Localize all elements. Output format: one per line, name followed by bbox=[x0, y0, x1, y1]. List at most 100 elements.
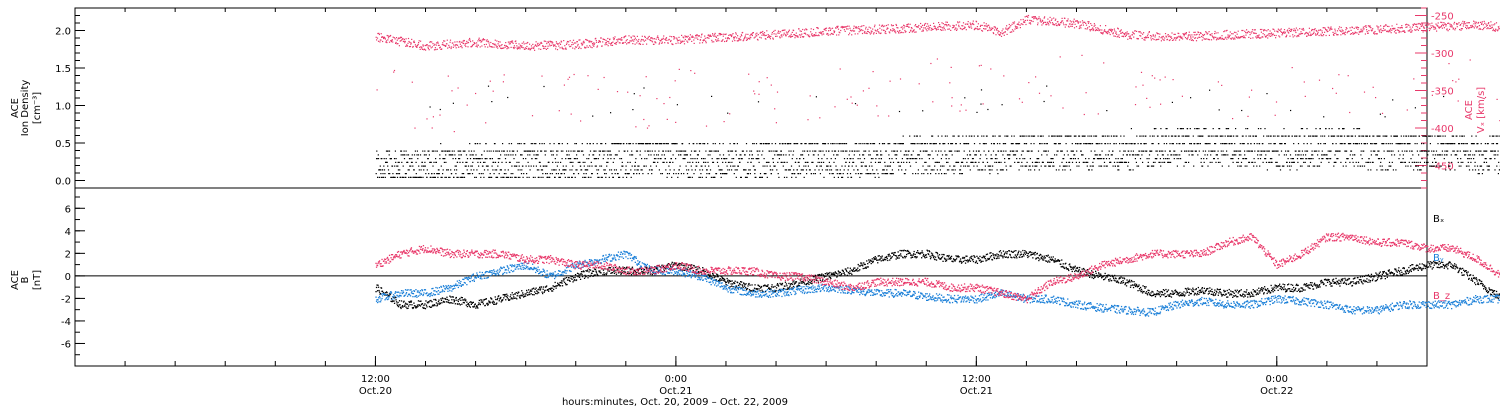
data-point bbox=[1135, 154, 1137, 156]
data-point bbox=[870, 32, 873, 34]
data-point bbox=[453, 176, 455, 178]
data-point bbox=[614, 154, 616, 156]
data-point bbox=[621, 161, 623, 163]
data-point bbox=[1304, 161, 1306, 163]
data-point bbox=[643, 40, 645, 42]
data-point bbox=[705, 161, 707, 163]
data-point bbox=[392, 41, 394, 43]
data-point bbox=[1290, 109, 1292, 112]
data-point bbox=[615, 43, 617, 45]
data-point bbox=[421, 161, 423, 163]
data-point bbox=[585, 47, 587, 49]
data-point bbox=[452, 102, 454, 104]
data-point bbox=[848, 161, 851, 163]
data-point bbox=[1263, 135, 1265, 137]
data-point bbox=[1124, 150, 1126, 152]
data-point bbox=[1107, 154, 1109, 156]
data-point bbox=[866, 173, 869, 175]
data-point bbox=[655, 158, 657, 160]
data-point bbox=[842, 176, 844, 178]
data-point bbox=[870, 27, 872, 29]
data-point bbox=[721, 158, 723, 160]
data-point bbox=[846, 150, 848, 152]
data-point bbox=[1346, 135, 1348, 137]
data-point bbox=[1242, 135, 1244, 137]
data-point bbox=[712, 143, 714, 145]
data-point bbox=[780, 150, 782, 152]
data-point bbox=[626, 176, 628, 178]
data-point bbox=[791, 158, 793, 160]
data-point bbox=[884, 30, 887, 32]
data-point bbox=[439, 108, 441, 111]
data-point bbox=[1301, 150, 1303, 152]
data-point bbox=[377, 154, 379, 156]
data-point bbox=[420, 176, 422, 178]
data-point bbox=[911, 154, 913, 156]
data-point bbox=[750, 34, 753, 36]
data-point bbox=[980, 154, 982, 156]
data-point bbox=[624, 35, 626, 38]
data-point bbox=[1062, 169, 1064, 171]
data-point bbox=[1083, 135, 1085, 137]
data-point bbox=[873, 32, 875, 34]
bottom-ytick-label: -6 bbox=[61, 339, 71, 350]
data-point bbox=[647, 150, 650, 152]
data-point bbox=[1108, 135, 1110, 137]
data-point bbox=[517, 46, 519, 48]
data-point bbox=[1481, 173, 1483, 175]
data-point bbox=[1434, 135, 1436, 137]
data-point bbox=[572, 165, 574, 167]
data-point bbox=[573, 173, 575, 175]
data-point bbox=[826, 169, 829, 171]
data-point bbox=[429, 41, 431, 43]
data-point bbox=[1436, 154, 1438, 156]
data-point bbox=[1397, 150, 1400, 152]
data-point bbox=[1321, 150, 1323, 152]
data-point bbox=[543, 165, 545, 167]
data-point bbox=[590, 161, 592, 163]
data-point bbox=[1325, 128, 1327, 130]
data-point bbox=[1496, 165, 1498, 167]
data-point bbox=[698, 35, 700, 37]
data-point bbox=[885, 24, 888, 27]
data-point bbox=[1162, 150, 1164, 152]
data-point bbox=[1432, 154, 1434, 156]
data-point bbox=[421, 48, 423, 50]
data-point bbox=[1426, 158, 1428, 160]
data-point bbox=[1274, 135, 1276, 137]
data-point bbox=[1470, 158, 1472, 160]
data-point bbox=[675, 121, 677, 123]
data-point bbox=[569, 161, 571, 163]
data-point bbox=[1104, 143, 1107, 145]
data-point bbox=[843, 169, 845, 171]
data-point bbox=[505, 176, 507, 178]
data-point bbox=[509, 161, 511, 163]
data-point bbox=[892, 24, 894, 27]
data-point bbox=[1247, 143, 1249, 145]
data-point bbox=[656, 98, 658, 100]
data-point bbox=[484, 161, 486, 163]
data-point bbox=[517, 176, 519, 178]
data-point bbox=[1241, 135, 1243, 137]
data-point bbox=[588, 158, 590, 160]
data-point bbox=[530, 45, 533, 47]
data-point bbox=[564, 169, 566, 171]
data-point bbox=[1301, 128, 1304, 130]
data-point bbox=[545, 173, 547, 175]
data-point bbox=[413, 40, 415, 42]
data-point bbox=[936, 169, 938, 171]
data-point bbox=[884, 161, 886, 163]
data-point bbox=[683, 158, 685, 160]
data-point bbox=[1259, 154, 1261, 156]
data-point bbox=[589, 45, 591, 47]
data-point bbox=[1321, 154, 1323, 156]
data-point bbox=[545, 150, 547, 152]
data-point bbox=[426, 176, 428, 178]
data-point bbox=[691, 169, 693, 171]
data-point bbox=[428, 173, 430, 175]
data-point bbox=[1100, 165, 1103, 167]
data-point bbox=[1177, 154, 1179, 156]
data-point bbox=[393, 37, 395, 39]
data-point bbox=[923, 24, 925, 26]
data-point bbox=[499, 41, 501, 43]
